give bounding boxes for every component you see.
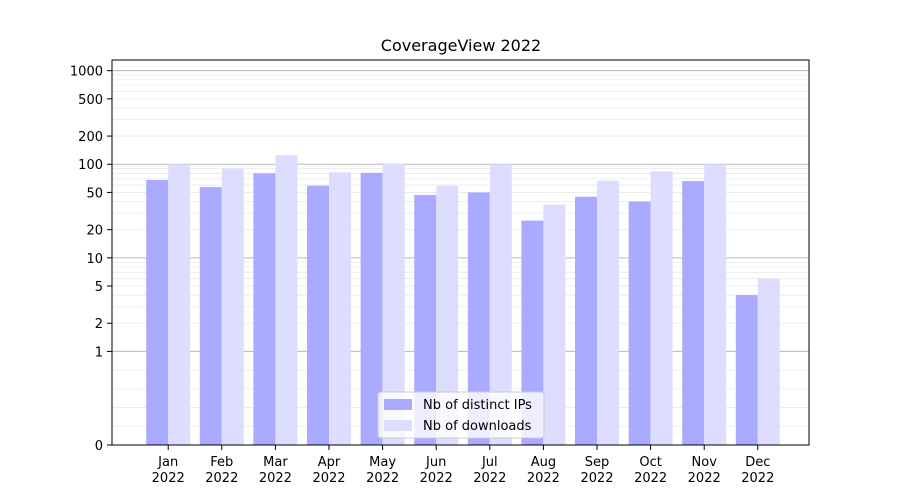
bar (146, 179, 169, 445)
plot-frame (111, 59, 810, 446)
chart-title: CoverageView 2022 (381, 36, 541, 55)
x-tick-label: Oct 2022 (634, 455, 667, 486)
legend-swatch (384, 399, 412, 410)
x-tick-label: Nov 2022 (688, 455, 721, 486)
legend-box (377, 391, 545, 439)
y-tick-label: 0 (95, 439, 103, 454)
x-tick-label: Jun 2022 (420, 455, 453, 486)
bar (735, 295, 758, 445)
legend-label: Nb of distinct IPs (423, 398, 532, 413)
bar (521, 220, 544, 445)
bar (275, 155, 298, 445)
y-tick-label: 1000 (70, 65, 103, 80)
bar (467, 192, 490, 445)
bar (360, 172, 383, 445)
x-tick-label: Sep 2022 (580, 455, 613, 486)
bar (628, 201, 651, 445)
y-tick-label: 10 (86, 252, 103, 267)
y-tick-label: 2 (95, 317, 103, 332)
y-axis: 0 1 2 5 10 20 50 100 200 500 1000 (70, 65, 112, 454)
x-tick-label: Jan 2022 (152, 455, 185, 486)
x-tick-label: Aug 2022 (527, 455, 560, 486)
x-tick-label: Jul 2022 (473, 455, 506, 486)
x-axis: Jan 2022 Feb 2022 Mar 2022 Apr 2022 May 2022 Jun 20… (152, 445, 774, 486)
bar (253, 173, 276, 445)
legend-label: Nb of downloads (423, 419, 532, 434)
bar (436, 185, 459, 446)
bar (199, 187, 222, 445)
bar (650, 171, 673, 445)
bar (329, 172, 352, 446)
bar (597, 180, 620, 446)
bar (704, 164, 727, 445)
bar (382, 163, 405, 445)
x-tick-label: Dec 2022 (741, 455, 774, 486)
y-tick-label: 20 (86, 224, 103, 239)
legend: Nb of distinct IPs Nb of downloads (377, 391, 545, 439)
bar (543, 204, 566, 445)
bar (575, 196, 598, 445)
x-tick-label: Feb 2022 (205, 455, 238, 486)
bar (414, 194, 437, 445)
x-tick-label: Apr 2022 (312, 455, 345, 486)
bar (757, 278, 780, 445)
bar (489, 164, 512, 445)
y-tick-label: 100 (78, 158, 103, 173)
bar (168, 164, 191, 445)
y-tick-label: 1 (95, 345, 103, 360)
bar (682, 181, 705, 445)
bars-layer (146, 155, 780, 446)
x-tick-label: Mar 2022 (259, 455, 292, 486)
y-tick-label: 200 (78, 130, 103, 145)
x-tick-label: May 2022 (366, 455, 399, 486)
bar (307, 185, 330, 446)
y-tick-label: 50 (86, 186, 103, 201)
legend-swatch (384, 420, 412, 431)
y-tick-label: 5 (95, 280, 103, 295)
y-tick-label: 500 (78, 93, 103, 108)
bar (221, 168, 244, 445)
